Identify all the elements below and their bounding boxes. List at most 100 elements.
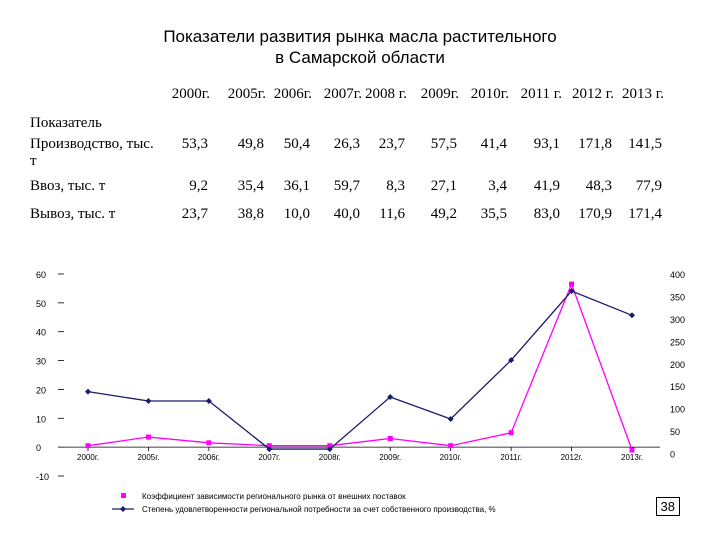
data-point-series-2 [205,398,212,405]
data-point-series-1 [629,447,635,453]
table-cell: 41,9 [533,178,560,194]
left-tick-label: 0 [36,443,41,453]
row-label: Производство, тыс. т [30,136,154,169]
x-tick-label: 2011г. [500,453,521,462]
year-header: 2005г. [227,86,266,102]
left-tick-label: 30 [36,357,46,367]
series-line-1 [87,282,633,451]
left-tick-label: 60 [36,270,46,280]
data-point-series-2 [326,446,333,453]
left-tick-label: 10 [36,414,46,424]
table-cell: 50,4 [283,136,310,152]
table-cell: 11,6 [379,206,405,222]
data-point-series-1 [508,430,514,436]
year-header: 2012 г. [572,86,614,102]
x-tick-label: 2000г. [77,453,99,462]
table-cell: 26,3 [333,136,360,152]
table-cell: 8,3 [386,178,405,194]
row-label: Вывоз, тыс. т [30,206,116,222]
year-header: 2008 г. [365,86,407,102]
right-tick-label: 150 [670,382,685,392]
table-cell: 49,8 [237,136,264,152]
table-row: Вывоз, тыс. т 23,7 38,8 10,0 40,0 11,6 4… [30,206,664,234]
title-line-2: в Самарской области [275,48,445,67]
right-tick-label: 350 [670,292,685,302]
year-header: 2013 г. [622,86,664,102]
table-row: Производство, тыс. т 53,3 49,8 50,4 26,3… [30,136,664,178]
x-tick-label: 2010г. [440,453,462,462]
legend-marker-1 [121,493,126,498]
year-header: 2010г. [470,86,509,102]
legend-label-2: Степень удовлетворенности региональной п… [142,505,496,514]
right-tick-label: 200 [670,360,685,370]
page-number: 38 [655,497,680,516]
line-chart: -10 0 10 20 30 40 50 60 0 50 100 150 200 250 300 350 400… [36,270,685,514]
data-point-series-2 [85,388,91,395]
table-cell: 3,4 [488,178,507,194]
legend-label-1: Коэффициент зависимости регионального ры… [142,492,406,501]
table-cell: 48,3 [585,178,612,194]
table-cell: 35,4 [237,178,264,194]
data-point-series-2 [568,288,575,295]
data-point-series-1 [85,443,91,449]
table-cell: 23,7 [378,136,405,152]
table-cell: 53,3 [181,136,208,152]
right-tick-label: 250 [670,337,685,347]
year-header: 2007г. [323,86,362,102]
title-line-1: Показатели развития рынка масла растител… [163,27,557,46]
year-header: 2000г. [171,86,210,102]
data-table: Показатель 2000г. 2005г. 2006г. 2007г. 2… [30,86,664,234]
table-cell: 23,7 [181,206,208,222]
x-tick-label: 2013г. [621,453,643,462]
data-point-series-1 [448,443,454,449]
year-header: 2006г. [273,86,312,102]
right-tick-label: 300 [670,315,685,325]
x-tick-label: 2005г. [137,453,159,462]
table-cell: 9,2 [189,178,208,194]
data-point-series-1 [387,435,393,441]
data-point-series-1 [206,440,212,446]
left-tick-label: 20 [36,385,46,395]
table-cell: 38,8 [237,206,264,222]
table-cell: 59,7 [333,178,360,194]
table-cell: 93,1 [533,136,560,152]
data-point-series-2 [629,312,635,319]
table-cell: 171,4 [628,206,662,222]
data-point-series-2 [508,357,515,364]
left-tick-label: -10 [36,472,49,482]
data-point-series-2 [145,398,152,405]
table-cell: 41,4 [480,136,507,152]
table-cell: 141,5 [628,136,662,152]
data-point-series-1 [266,443,272,449]
table-cell: 49,2 [430,206,457,222]
table-header-row: Показатель 2000г. 2005г. 2006г. 2007г. 2… [30,86,664,136]
table-cell: 170,9 [578,206,612,222]
x-tick-label: 2008г. [319,453,341,462]
table-cell: 83,0 [533,206,560,222]
year-header: 2011 г. [520,86,562,102]
table-cell: 171,8 [578,136,612,152]
right-tick-label: 50 [670,427,680,437]
right-tick-label: 100 [670,405,685,415]
left-tick-label: 40 [36,328,46,338]
x-tick-label: 2012г. [561,453,583,462]
table-cell: 57,5 [430,136,457,152]
data-point-series-1 [145,434,151,440]
right-tick-label: 400 [670,270,685,280]
left-tick-label: 50 [36,299,46,309]
x-tick-label: 2007г. [258,453,280,462]
series-line-2 [87,290,633,450]
right-tick-label: 0 [670,450,675,460]
year-header: 2009г. [420,86,459,102]
table-cell: 10,0 [283,206,310,222]
data-point-series-2 [387,393,394,400]
table-row: Ввоз, тыс. т 9,2 35,4 36,1 59,7 8,3 27,1… [30,178,664,206]
data-point-series-1 [569,281,575,287]
table-cell: 36,1 [283,178,310,194]
x-tick-label: 2009г. [379,453,401,462]
table-cell: 27,1 [430,178,457,194]
chart-title: Показатели развития рынка масла растител… [0,26,720,68]
table-cell: 40,0 [333,206,360,222]
data-point-series-1 [327,443,333,449]
table-cell: 35,5 [480,206,507,222]
